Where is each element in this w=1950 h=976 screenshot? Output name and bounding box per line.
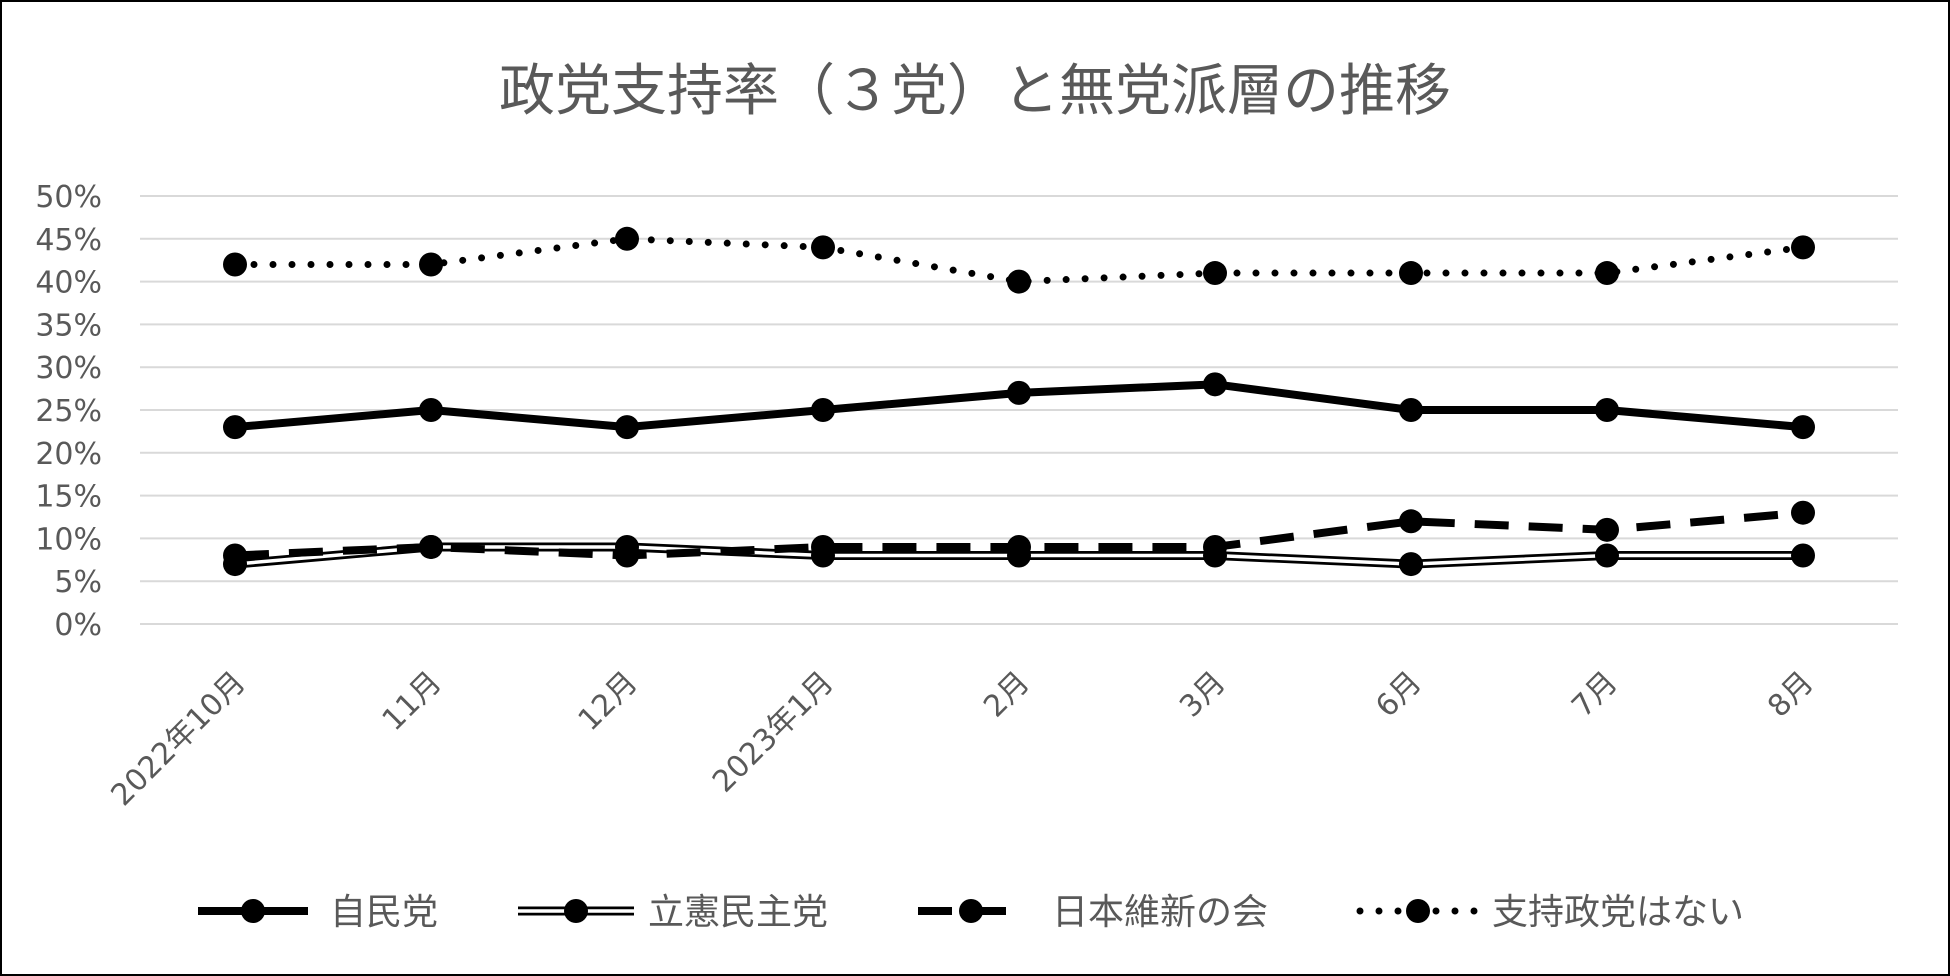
data-point [811, 398, 835, 422]
series-none [223, 226, 1815, 294]
legend-label: 日本維新の会 [1052, 892, 1268, 933]
y-tick-label: 0% [54, 608, 102, 643]
legend-item-ishin: 日本維新の会 [918, 892, 1268, 933]
y-tick-label: 50% [35, 180, 102, 215]
data-point [1791, 415, 1815, 440]
y-tick-label: 15% [35, 480, 102, 515]
data-point [811, 534, 835, 559]
x-tick-label: 11月 [376, 665, 449, 738]
y-tick-label: 40% [35, 266, 102, 301]
data-point [223, 543, 247, 568]
y-tick-label: 25% [35, 394, 102, 429]
data-point [1399, 509, 1423, 534]
legend: 自民党 立憲民主党 日本維新の会 支持政党はない [198, 892, 1744, 933]
series-lines [223, 226, 1815, 577]
x-tick-label: 3月 [1173, 665, 1232, 724]
data-point [419, 398, 443, 422]
data-point [811, 235, 835, 260]
legend-item-none: 支持政党はない [1356, 892, 1744, 933]
data-point [615, 543, 639, 568]
legend-marker [1406, 899, 1430, 923]
x-axis-ticks: 2022年10月 11月 12月 2023年1月 2月 3月 6月 7月 8月 [104, 665, 1820, 813]
y-tick-label: 45% [35, 223, 102, 258]
data-point [1791, 543, 1815, 568]
legend-label: 支持政党はない [1492, 892, 1744, 933]
y-axis-ticks: 0% 5% 10% 15% 20% 25% 30% 35% 40% 45% 50% [35, 180, 102, 643]
x-tick-label: 12月 [572, 665, 645, 738]
data-point [1399, 552, 1423, 577]
data-point [419, 534, 443, 559]
data-point [615, 226, 639, 251]
data-point [1399, 398, 1423, 422]
x-tick-label: 2022年10月 [104, 665, 252, 813]
data-point [1399, 261, 1423, 286]
series-line [231, 235, 1807, 286]
legend-item-rikken: 立憲民主党 [518, 892, 828, 933]
data-point [1203, 372, 1227, 397]
data-point [1007, 534, 1031, 559]
data-point [1007, 269, 1031, 294]
x-tick-label: 2023年1月 [706, 665, 841, 800]
x-tick-label: 6月 [1369, 665, 1428, 724]
data-point [1791, 500, 1815, 525]
x-tick-label: 8月 [1761, 665, 1820, 724]
legend-item-jimin: 自民党 [198, 892, 438, 933]
data-point [615, 415, 639, 440]
legend-marker [564, 899, 588, 923]
data-point [1595, 261, 1619, 286]
y-tick-label: 35% [35, 308, 102, 343]
legend-label: 立憲民主党 [648, 892, 828, 933]
legend-marker [241, 899, 265, 923]
data-point [1595, 543, 1619, 568]
y-tick-label: 20% [35, 437, 102, 472]
legend-marker [959, 899, 983, 923]
legend-label: 自民党 [330, 892, 438, 933]
data-point [1203, 261, 1227, 286]
y-tick-label: 30% [35, 351, 102, 386]
series-jimin [223, 372, 1815, 440]
data-point [1203, 534, 1227, 559]
data-point [223, 415, 247, 440]
data-point [419, 252, 443, 277]
data-point [1007, 380, 1031, 405]
data-point [1595, 517, 1619, 542]
x-tick-label: 7月 [1565, 665, 1624, 724]
chart-title: 政党支持率（３党）と無党派層の推移 [499, 59, 1451, 124]
data-point [1595, 398, 1619, 422]
data-point [1791, 235, 1815, 260]
y-tick-label: 5% [54, 565, 102, 600]
series-ishin [223, 500, 1815, 568]
data-point [223, 252, 247, 277]
x-tick-label: 2月 [977, 665, 1036, 724]
y-tick-label: 10% [35, 522, 102, 557]
